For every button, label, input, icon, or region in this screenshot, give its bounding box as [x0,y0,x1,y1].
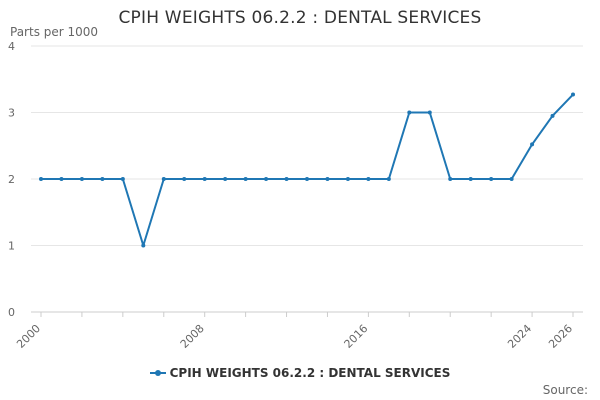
x-tick-label: 2000 [14,322,43,351]
data-point[interactable] [571,92,575,97]
x-tick-label: 2024 [505,322,534,351]
data-point[interactable] [325,177,330,181]
data-point[interactable] [550,113,555,118]
data-point[interactable] [202,177,207,181]
data-point[interactable] [161,177,166,181]
data-point[interactable] [141,243,146,248]
grid-lines [31,45,583,246]
data-point[interactable] [468,177,473,181]
data-point[interactable] [366,177,371,181]
chart-title: CPIH WEIGHTS 06.2.2 : DENTAL SERVICES [118,8,482,28]
data-point[interactable] [59,177,64,181]
series-layer [39,92,575,248]
legend-swatch [149,369,166,376]
y-tick-label: 2 [8,173,15,186]
y-tick-label: 4 [8,40,15,53]
x-axis-ticks: 2000 2008 2016 2024 2026 [14,322,575,351]
series-line [41,93,574,247]
data-point[interactable] [530,142,535,147]
y-tick-label: 3 [8,107,15,120]
x-tick-label: 2008 [178,322,207,351]
data-point[interactable] [39,177,43,181]
data-point[interactable] [448,177,453,181]
data-point[interactable] [100,177,105,181]
y-axis-label: Parts per 1000 [10,25,99,39]
data-point[interactable] [120,177,125,181]
x-tick-label: 2016 [342,322,371,351]
data-point[interactable] [79,177,84,181]
legend-label: CPIH WEIGHTS 06.2.2 : DENTAL SERVICES [169,366,451,380]
y-tick-label: 1 [8,240,15,253]
data-point[interactable] [386,177,391,181]
source-label: Source: [542,383,588,397]
y-tick-label: 0 [8,306,15,319]
data-point[interactable] [407,110,412,115]
data-point[interactable] [509,177,514,181]
data-point[interactable] [182,177,187,181]
data-point[interactable] [223,177,228,181]
legend[interactable]: CPIH WEIGHTS 06.2.2 : DENTAL SERVICES [0,366,600,380]
data-point[interactable] [284,177,289,181]
data-point[interactable] [264,177,269,181]
data-point[interactable] [305,177,309,181]
data-point[interactable] [243,177,248,181]
data-point[interactable] [489,177,494,181]
data-point[interactable] [345,177,350,181]
x-axis [31,311,583,317]
x-tick-label: 2026 [546,322,575,351]
y-axis-ticks: 0 1 2 3 4 [8,40,15,319]
data-point[interactable] [427,110,432,115]
